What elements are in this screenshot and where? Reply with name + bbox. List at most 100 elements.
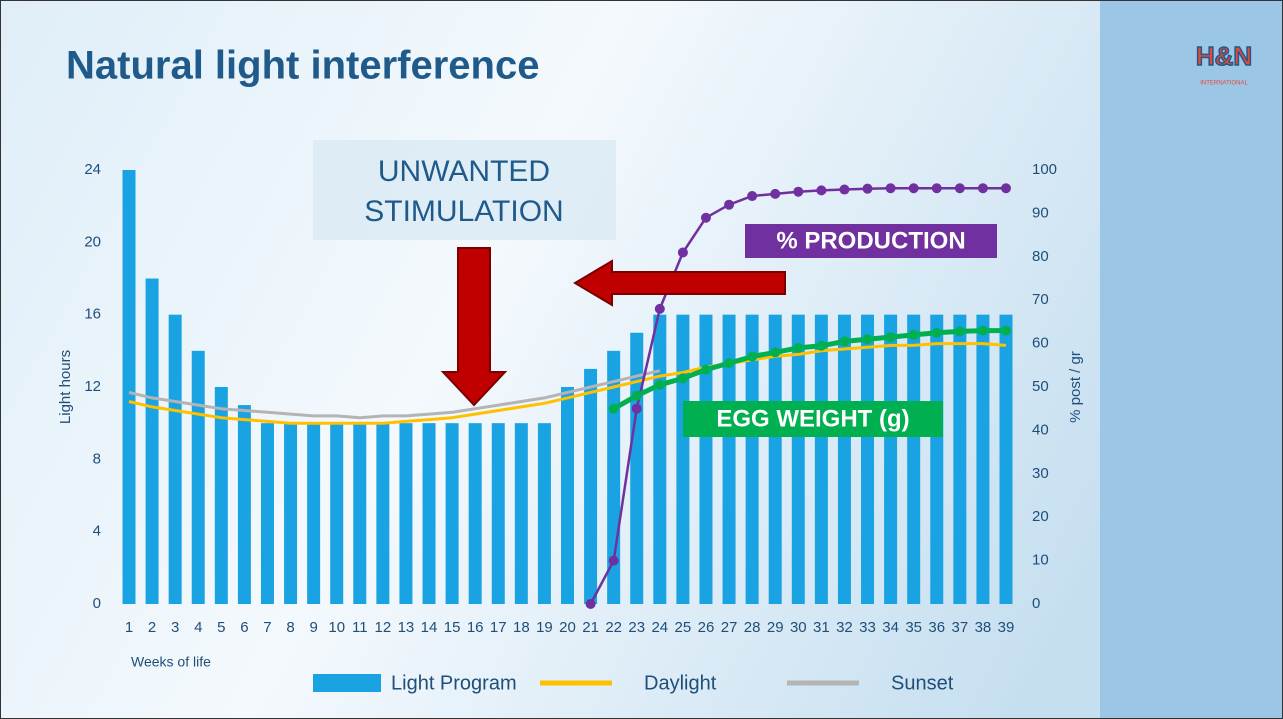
x-tick-label: 22 xyxy=(605,619,622,636)
legend-label: Daylight xyxy=(644,672,717,694)
marker xyxy=(631,390,642,401)
marker xyxy=(608,403,619,414)
marker xyxy=(724,358,735,369)
left-arrow xyxy=(573,259,786,307)
annotation-box xyxy=(313,140,616,240)
marker xyxy=(770,347,781,358)
x-tick-label: 21 xyxy=(582,619,599,636)
line xyxy=(128,369,661,420)
y2-tick-label: 100 xyxy=(1032,161,1057,178)
bar xyxy=(214,387,228,604)
bar xyxy=(122,170,136,604)
bar xyxy=(976,314,990,604)
marker xyxy=(885,332,896,343)
marker xyxy=(585,599,596,609)
y2-tick-label: 10 xyxy=(1032,552,1049,569)
x-tick-label: 12 xyxy=(375,619,392,636)
x-tick-label: 27 xyxy=(721,619,738,636)
x-tick-label: 11 xyxy=(352,619,368,636)
marker xyxy=(885,183,896,194)
legend-swatch xyxy=(313,674,381,692)
y2-tick-label: 90 xyxy=(1032,204,1049,221)
x-tick-label: 26 xyxy=(698,619,715,636)
x-tick-label: 15 xyxy=(444,619,461,636)
y2-tick-label: 80 xyxy=(1032,248,1049,265)
series-callout-box xyxy=(683,401,943,437)
marker xyxy=(908,329,919,340)
bar xyxy=(468,423,482,604)
marker xyxy=(816,340,827,351)
y-tick-label: 24 xyxy=(84,161,101,178)
marker xyxy=(793,342,804,353)
x-tick-label: 6 xyxy=(240,619,248,636)
x-tick-label: 3 xyxy=(171,619,179,636)
bar xyxy=(376,423,390,604)
marker xyxy=(931,183,942,194)
down-arrow xyxy=(440,247,508,407)
marker xyxy=(931,327,942,338)
y2-tick-label: 50 xyxy=(1032,378,1049,395)
marker xyxy=(677,247,688,258)
marker xyxy=(862,183,873,194)
y2-tick-label: 60 xyxy=(1032,335,1049,352)
bar xyxy=(422,423,436,604)
arrows xyxy=(440,247,786,407)
bar xyxy=(145,278,159,604)
series-callout-box xyxy=(745,224,997,258)
x-tick-label: 33 xyxy=(859,619,876,636)
bar xyxy=(237,405,251,604)
x-tick-label: 29 xyxy=(767,619,784,636)
bar xyxy=(768,314,782,604)
y-tick-label: 16 xyxy=(84,306,101,323)
x-tick-label: 31 xyxy=(813,619,830,636)
bar xyxy=(584,368,598,604)
x-tick-label: 2 xyxy=(148,619,156,636)
bar xyxy=(260,423,274,604)
series-callout: EGG WEIGHT (g) xyxy=(716,405,909,432)
x-axis-label: Weeks of life xyxy=(131,654,211,670)
marker xyxy=(839,184,850,195)
bar xyxy=(884,314,898,604)
line xyxy=(128,342,1007,425)
x-tick-label: 37 xyxy=(951,619,968,636)
logo: H&N INTERNATIONAL xyxy=(1195,40,1253,86)
marker xyxy=(1001,325,1011,336)
bar xyxy=(953,314,967,604)
marker xyxy=(747,351,758,362)
x-tick-label: 34 xyxy=(882,619,899,636)
x-tick-label: 9 xyxy=(309,619,317,636)
x-tick-label: 10 xyxy=(328,619,345,636)
y-tick-label: 4 xyxy=(93,523,101,540)
x-tick-label: 39 xyxy=(998,619,1015,636)
x-tick-label: 4 xyxy=(194,619,202,636)
y-axis-label: Light hours xyxy=(57,350,74,424)
marker xyxy=(724,199,735,210)
x-tick-label: 1 xyxy=(125,619,133,636)
x-tick-label: 35 xyxy=(905,619,922,636)
bar xyxy=(399,423,413,604)
side-strip xyxy=(1100,0,1283,719)
bar xyxy=(514,423,528,604)
marker xyxy=(608,555,619,566)
legend-label: Light Program xyxy=(391,672,517,694)
marker xyxy=(954,183,965,194)
marker xyxy=(654,379,665,390)
x-tick-label: 36 xyxy=(928,619,945,636)
x-tick-label: 16 xyxy=(467,619,484,636)
bar xyxy=(676,314,690,604)
x-tick-label: 30 xyxy=(790,619,807,636)
bar xyxy=(353,423,367,604)
series-callout: % PRODUCTION xyxy=(776,227,965,254)
slide-title: Natural light interference xyxy=(66,44,539,88)
marker xyxy=(793,186,804,197)
bar xyxy=(745,314,759,604)
marker xyxy=(747,191,758,202)
bar xyxy=(561,387,574,604)
marker xyxy=(862,334,873,345)
x-tick-label: 8 xyxy=(286,619,294,636)
bar xyxy=(307,423,321,604)
y2-tick-label: 20 xyxy=(1032,508,1049,525)
marker xyxy=(954,326,965,337)
